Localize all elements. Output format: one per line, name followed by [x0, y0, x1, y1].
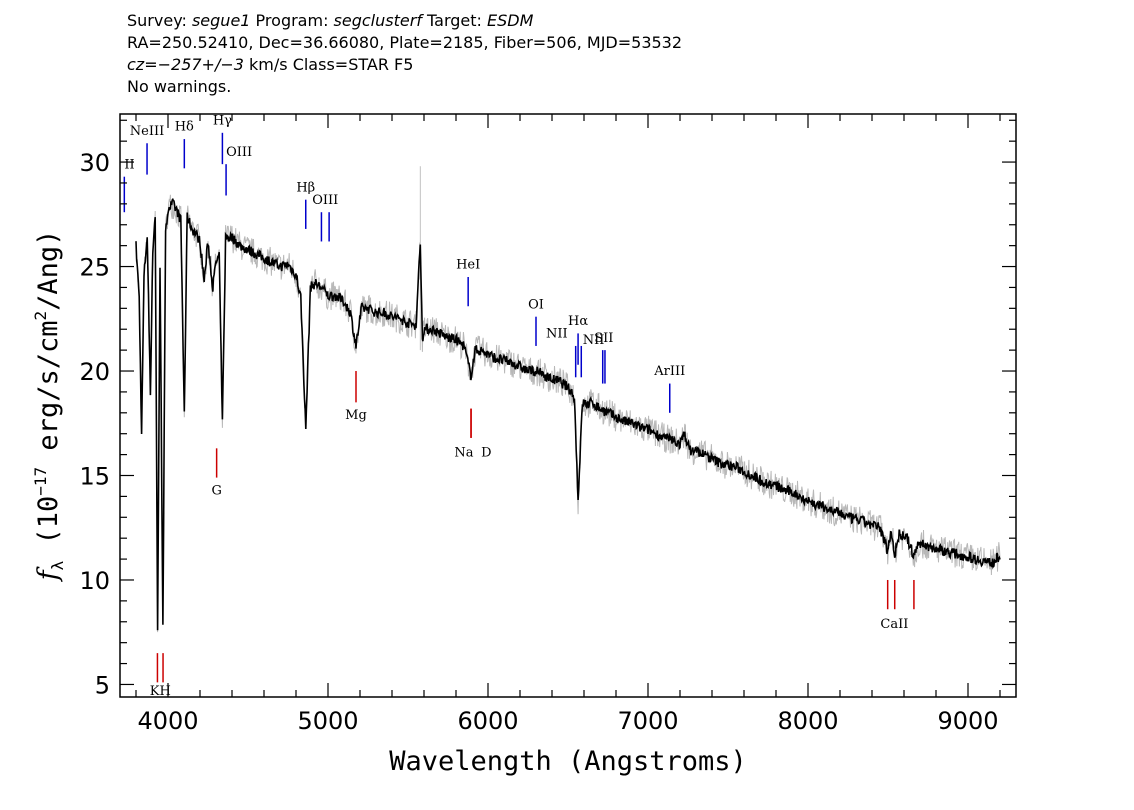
y-axis-exponent-2: 2: [31, 311, 50, 321]
header-line-redshift: cz=−257+/−3 km/s Class=STAR F5: [127, 54, 682, 76]
plot-frame: [119, 113, 1017, 698]
spectral-line-label: NII: [546, 327, 568, 342]
spectral-line-label: SII: [594, 331, 613, 346]
y-axis-close: /Ang): [33, 230, 64, 311]
spectral-line-markers: [123, 132, 915, 683]
header-line-survey: Survey: segue1 Program: segclusterf Targ…: [127, 10, 682, 32]
y-axis-units: erg/s/cm: [33, 321, 64, 467]
y-tick-label: 30: [79, 149, 110, 177]
spectral-line-label: HeI: [456, 258, 480, 273]
program-value: segclusterf: [333, 11, 422, 30]
spectral-line-label: CaII: [880, 617, 908, 632]
spectral-line-label: OIII: [226, 145, 252, 160]
header-line-coordinates: RA=250.52410, Dec=36.66080, Plate=2185, …: [127, 33, 683, 52]
program-label: Program:: [250, 11, 334, 30]
y-tick-label: 5: [95, 671, 110, 699]
flux-series: [135, 197, 1001, 631]
survey-label: Survey:: [127, 11, 192, 30]
axis-tick-labels: 4000 5000 6000 7000 8000 9000 5 10 15 20 25 30: [79, 149, 998, 735]
x-tick-label: 4000: [137, 707, 198, 735]
x-axis-title: Wavelength (Angstroms): [389, 746, 747, 777]
y-axis-title: fλ (10−17 erg/s/cm2/Ang): [31, 230, 67, 583]
spectral-line-label: OIII: [312, 193, 338, 208]
spectral-line-label: Na: [454, 446, 473, 461]
spectral-line-label: G: [211, 483, 221, 498]
target-label: Target:: [421, 11, 487, 30]
spectral-line-label: OI: [528, 297, 544, 312]
x-tick-label: 7000: [617, 707, 678, 735]
spectral-line-label: KH: [150, 684, 171, 699]
class-text: km/s Class=STAR F5: [243, 55, 414, 74]
survey-value: segue1: [191, 11, 251, 30]
flux-trace: [135, 197, 1001, 631]
spectral-line-label: NII: [583, 333, 605, 348]
y-tick-label: 25: [79, 254, 110, 282]
axis-ticks: [120, 114, 1016, 697]
y-axis-subscript: λ: [48, 560, 67, 570]
spectral-line-label: II: [124, 157, 134, 172]
x-tick-label: 8000: [777, 707, 838, 735]
spectral-line-label: Hβ: [296, 180, 315, 195]
spectrum-header: Survey: segue1 Program: segclusterf Targ…: [127, 10, 682, 98]
y-tick-label: 20: [79, 358, 110, 386]
flux-error-band: [135, 166, 1001, 633]
spectral-line-label: ArIII: [653, 364, 685, 379]
y-axis-open: (10: [33, 496, 64, 561]
y-axis-exponent: −17: [31, 467, 50, 496]
spectral-line-label: Hδ: [175, 120, 194, 135]
header-line-warnings: No warnings.: [127, 77, 232, 96]
x-tick-label: 6000: [457, 707, 518, 735]
spectral-line-label: Mg: [345, 408, 367, 423]
x-tick-label: 5000: [297, 707, 358, 735]
y-tick-label: 10: [79, 567, 110, 595]
x-tick-label: 9000: [937, 707, 998, 735]
flux-error-trace: [135, 194, 1001, 633]
spectral-line-label: Hα: [568, 314, 588, 329]
y-tick-label: 15: [79, 463, 110, 491]
cz-value: cz=−257+/−3: [127, 55, 244, 74]
spectral-line-label: Hγ: [213, 113, 232, 128]
target-value: ESDM: [487, 11, 534, 30]
spectral-line-label: D: [481, 446, 491, 461]
spectral-line-label: NeIII: [130, 124, 164, 139]
